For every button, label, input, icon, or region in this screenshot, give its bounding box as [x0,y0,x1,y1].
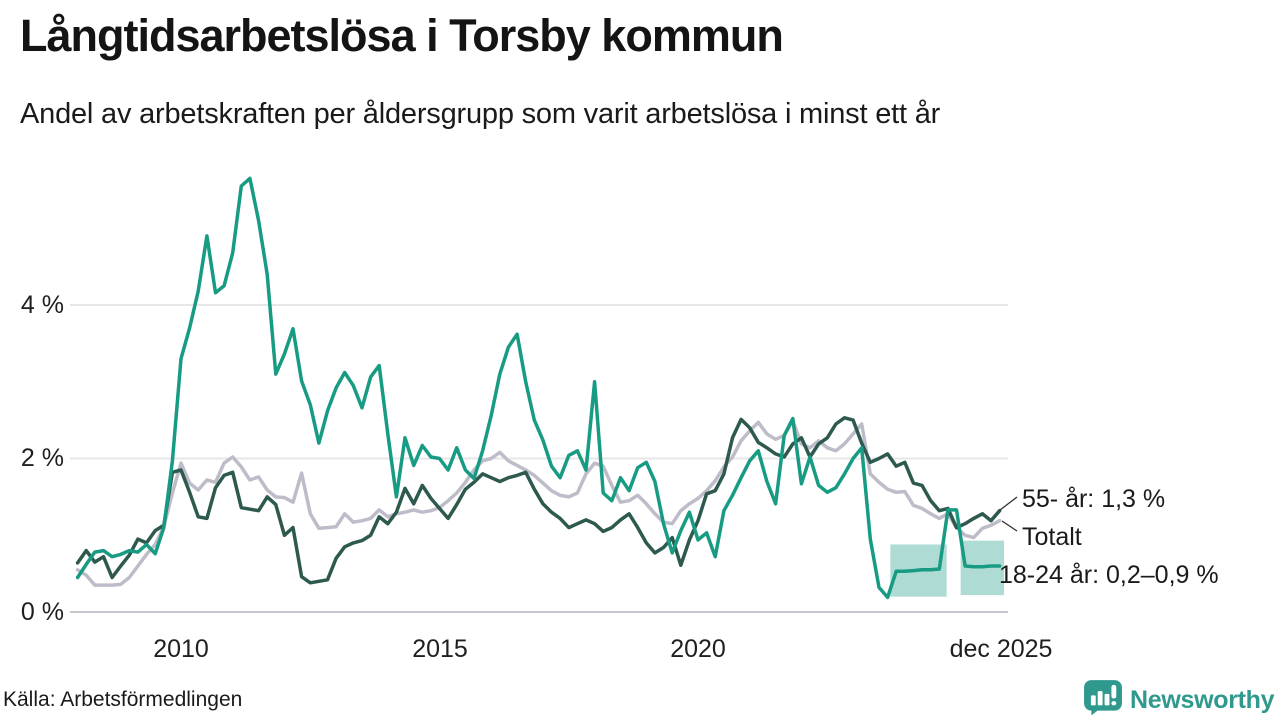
y-axis-tick-0: 0 % [20,598,64,626]
callout-line-55-ar [999,496,1018,511]
series-label-55-ar: 55- år: 1,3 % [1022,485,1166,513]
newsworthy-wordmark: Newsworthy [1130,685,1275,714]
series-line-Totalt [75,419,1002,587]
x-axis-tick-2020: 2020 [670,635,726,663]
newsworthy-logo[interactable]: Newsworthy [1083,679,1275,721]
x-axis-tick-dec-2025: dec 2025 [949,635,1053,663]
y-axis-tick-2: 2 % [20,444,64,472]
source-caption: Källa: Arbetsförmedlingen [3,688,243,711]
newsworthy-bubble-chart-icon [1083,679,1123,721]
x-axis-tick-2010: 2010 [153,635,209,663]
series-line-55--år [75,416,1002,585]
x-axis-tick-2015: 2015 [412,635,468,663]
callout-line-totalt [1001,520,1018,532]
series-label-totalt: Totalt [1022,523,1082,551]
page-subtitle: Andel av arbetskraften per åldersgrupp s… [20,98,941,130]
y-axis-tick-4: 4 % [20,291,64,319]
series-line-18-24-år [75,176,1002,600]
series-label-18-24-ar: 18-24 år: 0,2–0,9 % [999,561,1219,589]
page-title: Långtidsarbetslösa i Torsby kommun [20,10,784,61]
